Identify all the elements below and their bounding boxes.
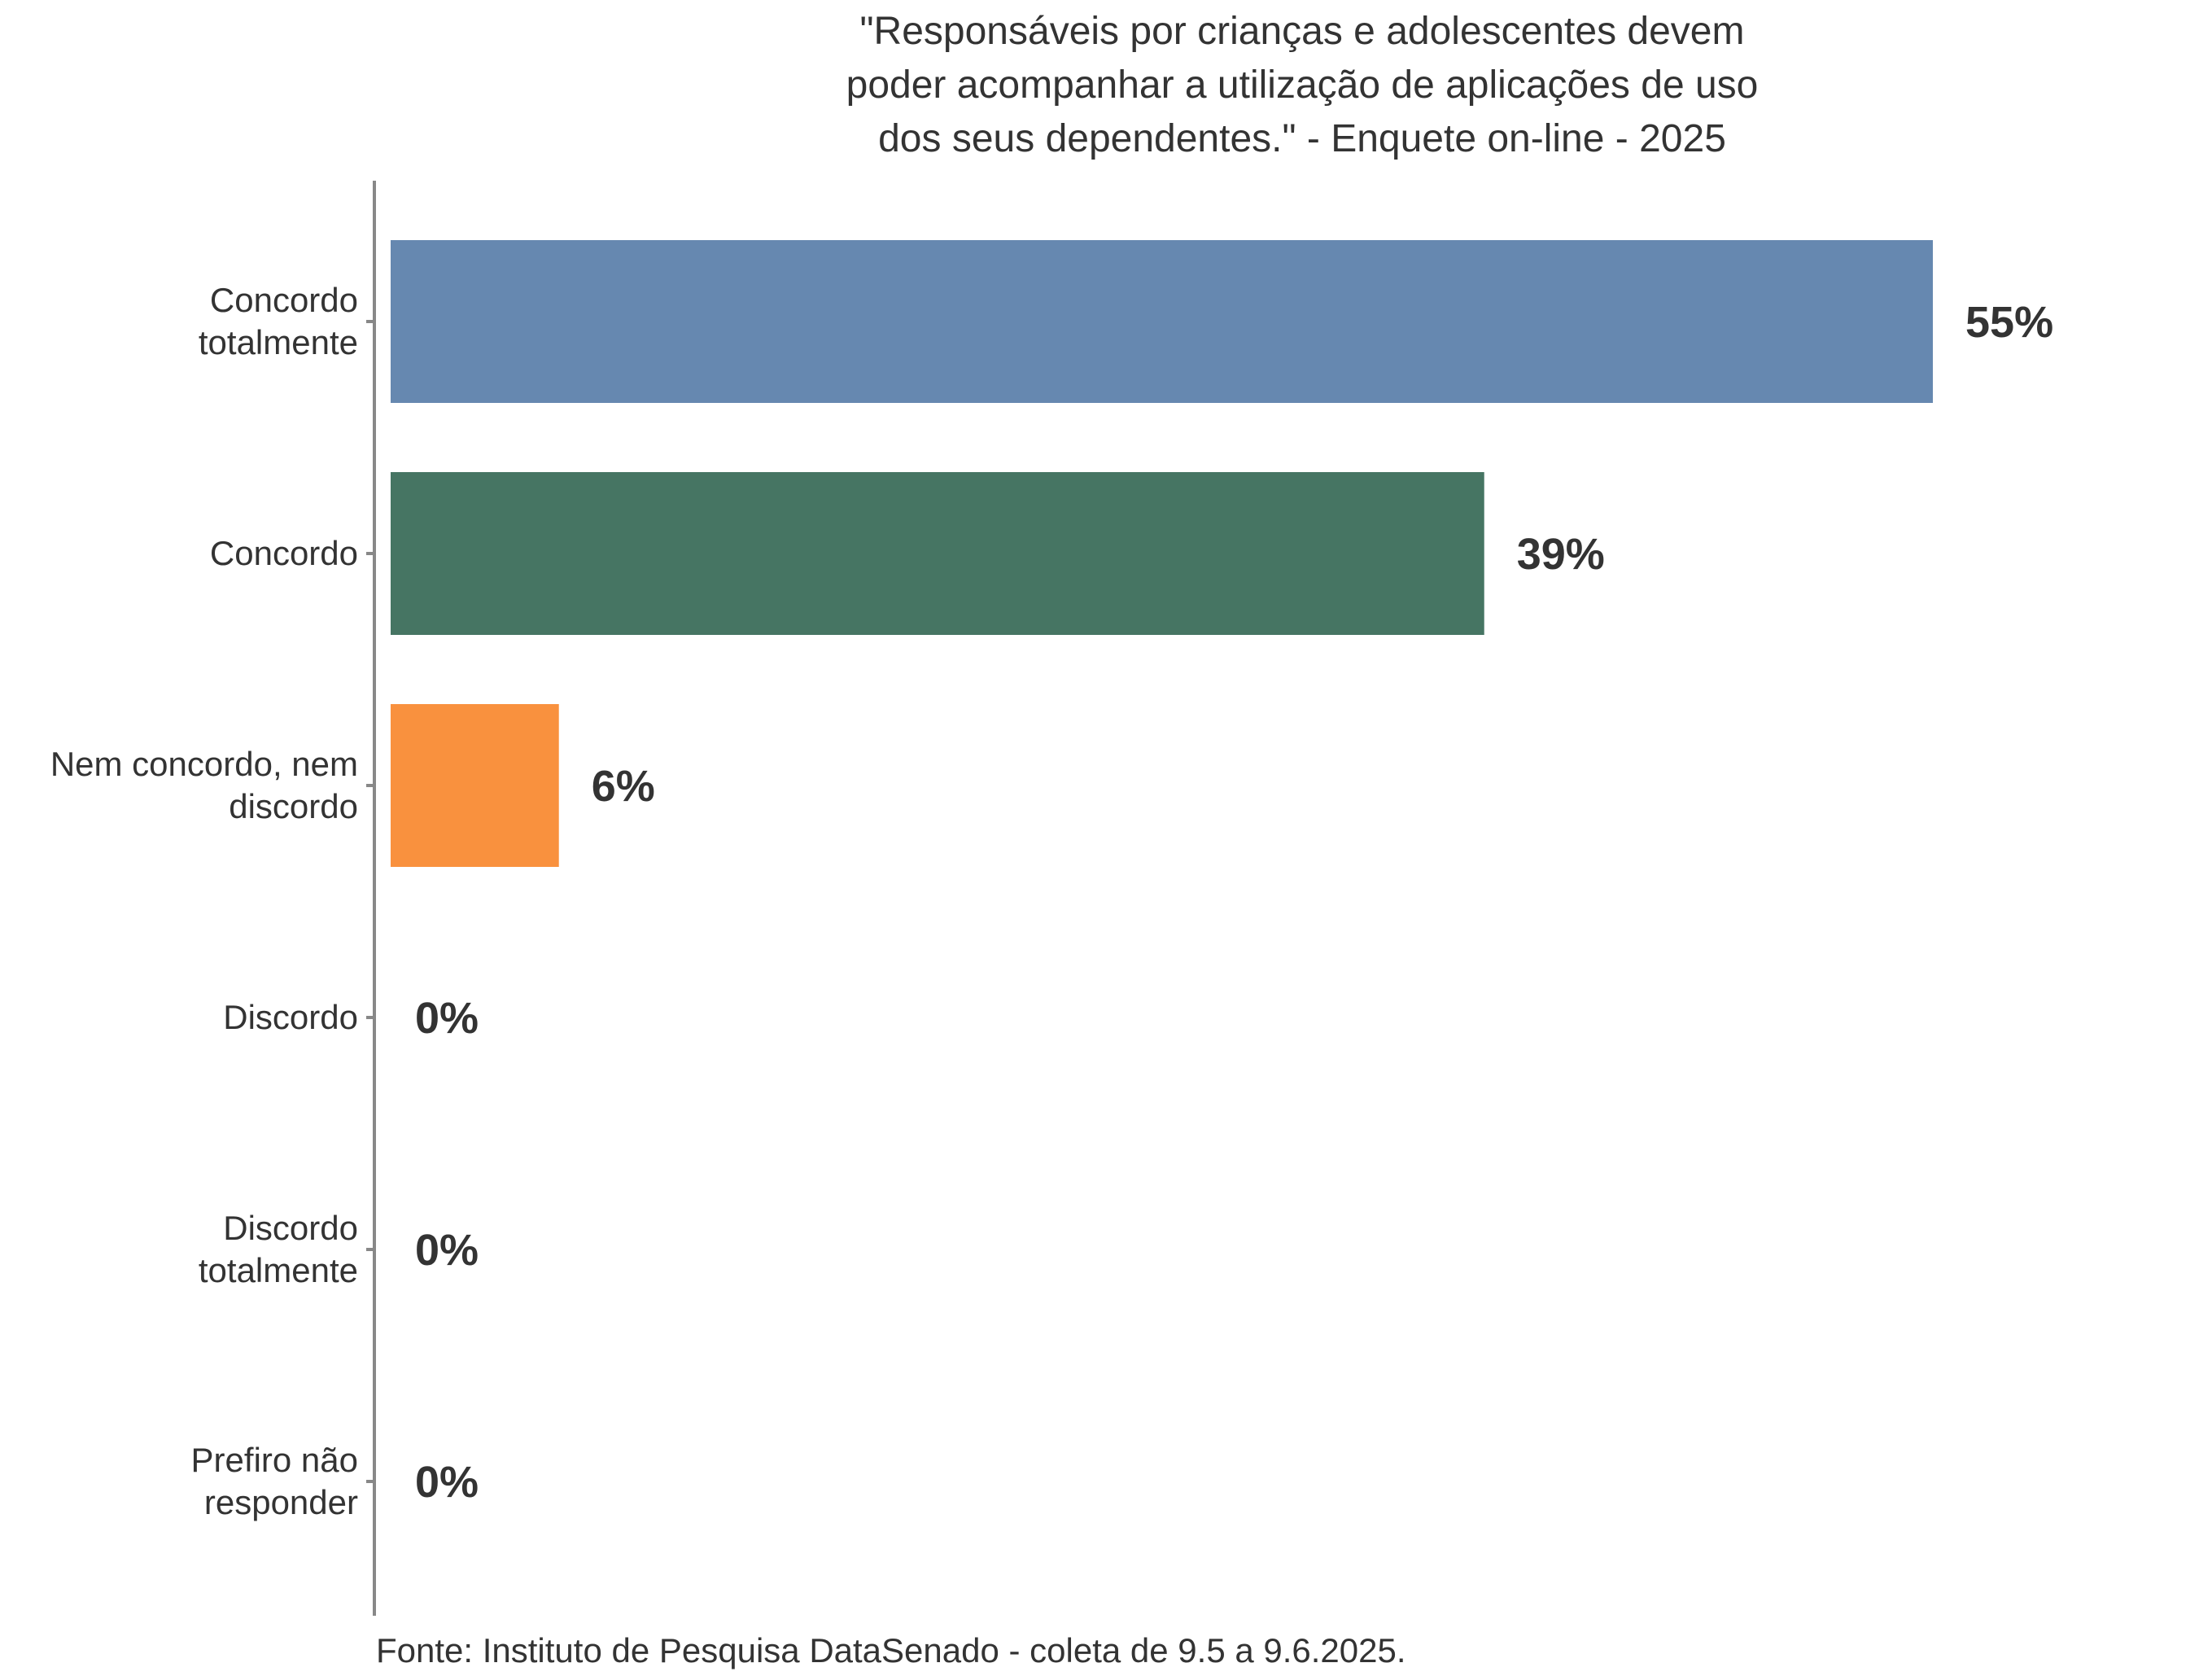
value-label: 39% [1517, 530, 1605, 579]
title-line: dos seus dependentes." - Enquete on-line… [878, 117, 1726, 160]
bar [391, 472, 1484, 635]
value-label: 0% [415, 1458, 479, 1507]
category-label: Discordo [223, 998, 358, 1036]
value-label: 6% [592, 762, 655, 811]
category-label: Discordo totalmente [199, 1209, 358, 1289]
bars [391, 240, 1933, 867]
title-line: "Responsáveis por crianças e adolescente… [860, 10, 1745, 53]
source-note: Fonte: Instituto de Pesquisa DataSenado … [376, 1631, 1406, 1669]
value-label: 0% [415, 994, 479, 1043]
value-label: 0% [415, 1226, 479, 1275]
title-line: poder acompanhar a utilização de aplicaç… [846, 63, 1759, 107]
bar [391, 704, 559, 867]
category-label: Concordo totalmente [199, 281, 358, 361]
value-labels: 55% 39% 6% 0% 0% 0% [415, 298, 2053, 1507]
y-axis [366, 181, 376, 1616]
category-label: Concordo [210, 534, 358, 572]
category-label: Nem concordo, nem discordo [50, 745, 358, 825]
bar [391, 240, 1933, 403]
category-labels: Concordo totalmente Concordo Nem concordo, … [50, 281, 358, 1521]
chart-title: "Responsáveis por crianças e adolescente… [846, 10, 1759, 160]
category-label: Prefiro não responder [191, 1441, 358, 1521]
value-label: 55% [1965, 298, 2053, 347]
